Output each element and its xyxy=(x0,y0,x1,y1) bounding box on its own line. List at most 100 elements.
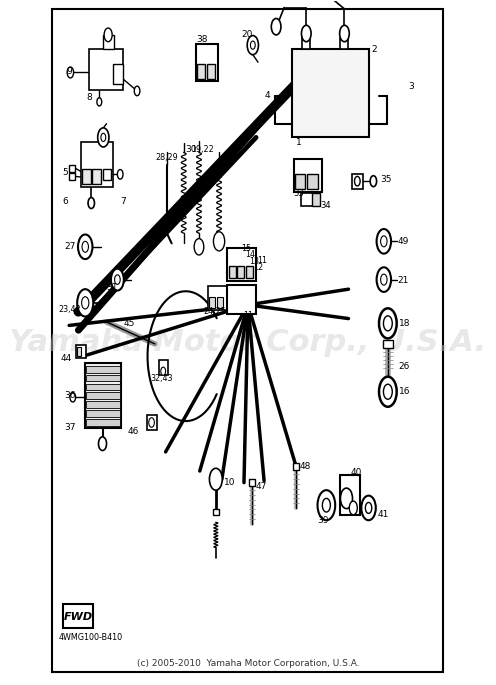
Circle shape xyxy=(99,437,107,451)
Text: 31: 31 xyxy=(107,284,118,292)
Circle shape xyxy=(376,229,391,253)
Bar xyxy=(293,464,300,471)
Bar xyxy=(249,479,255,486)
Text: 14: 14 xyxy=(245,251,255,260)
Circle shape xyxy=(302,25,311,42)
Bar xyxy=(86,401,120,408)
Text: 45: 45 xyxy=(124,319,135,328)
Circle shape xyxy=(340,488,353,509)
Bar xyxy=(340,475,360,514)
Bar xyxy=(301,193,315,206)
Circle shape xyxy=(67,67,73,78)
Circle shape xyxy=(134,86,140,96)
Bar xyxy=(159,360,168,375)
Bar xyxy=(246,266,253,278)
Text: 33: 33 xyxy=(293,189,304,198)
Circle shape xyxy=(355,176,360,186)
Text: 28,29: 28,29 xyxy=(156,153,179,162)
Bar xyxy=(89,49,124,90)
Text: 6: 6 xyxy=(62,197,68,206)
Text: 2: 2 xyxy=(372,45,377,54)
Text: 24,25: 24,25 xyxy=(203,308,226,316)
Circle shape xyxy=(101,134,106,142)
Text: 37: 37 xyxy=(64,423,75,432)
Bar xyxy=(86,410,120,417)
Text: 35: 35 xyxy=(380,175,391,184)
Text: 47: 47 xyxy=(256,482,267,490)
Circle shape xyxy=(271,18,281,35)
Text: 12: 12 xyxy=(253,263,263,272)
Text: 30: 30 xyxy=(186,145,197,154)
Circle shape xyxy=(82,241,88,252)
Text: 4WMG100-B410: 4WMG100-B410 xyxy=(59,634,123,643)
Circle shape xyxy=(379,377,397,407)
Bar xyxy=(114,64,124,84)
Circle shape xyxy=(322,499,330,512)
Circle shape xyxy=(383,316,392,331)
Bar xyxy=(63,604,93,628)
Bar xyxy=(340,38,349,49)
Text: 26: 26 xyxy=(399,362,410,371)
Circle shape xyxy=(97,98,102,106)
Circle shape xyxy=(104,28,112,42)
Circle shape xyxy=(194,238,204,255)
Bar xyxy=(82,169,91,184)
Bar xyxy=(217,297,223,308)
Circle shape xyxy=(376,267,391,292)
Text: 17: 17 xyxy=(223,155,235,164)
Text: 5: 5 xyxy=(62,169,68,177)
Text: 19,22: 19,22 xyxy=(191,145,214,154)
Bar xyxy=(76,345,86,358)
Bar xyxy=(196,44,218,82)
Circle shape xyxy=(247,36,258,55)
Bar xyxy=(294,160,322,192)
Bar xyxy=(312,193,320,206)
Bar xyxy=(69,165,75,172)
Bar xyxy=(69,173,75,179)
Bar xyxy=(308,174,317,189)
Circle shape xyxy=(77,289,93,316)
Circle shape xyxy=(380,236,387,247)
Bar xyxy=(103,35,114,49)
Circle shape xyxy=(209,469,222,490)
Text: 39: 39 xyxy=(317,516,329,525)
Text: 8: 8 xyxy=(86,93,92,102)
Text: 32,43: 32,43 xyxy=(151,373,173,382)
Bar xyxy=(86,366,120,373)
Text: 7: 7 xyxy=(120,197,126,206)
Bar xyxy=(86,419,120,426)
Text: 16: 16 xyxy=(399,387,410,396)
Bar xyxy=(85,363,121,428)
Bar xyxy=(86,393,120,399)
Bar xyxy=(352,174,363,188)
Circle shape xyxy=(380,274,387,285)
Circle shape xyxy=(370,175,376,186)
Bar xyxy=(147,415,157,430)
Text: 13: 13 xyxy=(249,258,259,266)
Bar xyxy=(292,49,369,138)
Text: 38: 38 xyxy=(196,35,207,44)
Bar xyxy=(213,509,219,515)
Circle shape xyxy=(349,501,357,514)
Circle shape xyxy=(78,234,92,259)
Text: 40: 40 xyxy=(351,468,362,477)
Bar xyxy=(207,64,215,79)
Circle shape xyxy=(82,297,89,309)
Bar xyxy=(103,169,111,179)
Text: 4: 4 xyxy=(264,90,270,99)
Circle shape xyxy=(366,503,372,513)
Bar xyxy=(227,285,256,314)
Bar xyxy=(86,384,120,390)
Text: 11: 11 xyxy=(243,311,253,320)
Text: 41: 41 xyxy=(377,510,389,519)
Text: 21: 21 xyxy=(397,277,409,286)
Text: 1: 1 xyxy=(296,138,302,147)
Bar xyxy=(209,297,215,308)
Circle shape xyxy=(317,490,335,520)
Text: 15: 15 xyxy=(241,244,251,253)
Bar xyxy=(237,266,245,278)
Text: 46: 46 xyxy=(127,427,139,436)
Text: 44: 44 xyxy=(61,353,72,363)
Circle shape xyxy=(361,496,376,520)
Circle shape xyxy=(115,275,120,284)
